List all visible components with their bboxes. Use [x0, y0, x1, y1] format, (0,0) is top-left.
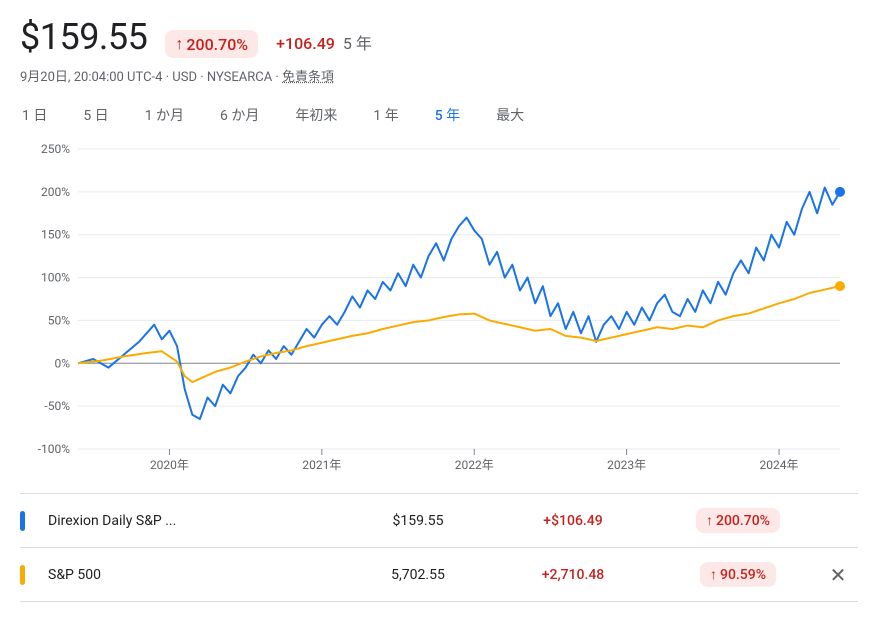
- tab-1 か月[interactable]: 1 か月: [143, 101, 186, 129]
- svg-text:2023年: 2023年: [607, 458, 646, 472]
- svg-text:2022年: 2022年: [455, 458, 494, 472]
- svg-text:2024年: 2024年: [760, 458, 799, 472]
- series-pct-badge: ↑90.59%: [700, 562, 776, 587]
- series-name[interactable]: S&P 500: [48, 567, 348, 583]
- current-price: $159.55: [20, 16, 147, 58]
- absolute-change: +106.49: [276, 34, 335, 53]
- series-change: +2,710.48: [488, 567, 658, 583]
- legend-row: S&P 5005,702.55+2,710.48 ↑90.59% ✕: [20, 548, 858, 602]
- legend-table: Direxion Daily S&P ...$159.55+$106.49 ↑20…: [20, 493, 858, 602]
- abs-change-group: +106.49 5 年: [276, 30, 372, 54]
- period-label: 5 年: [343, 34, 372, 53]
- header-row: $159.55 ↑200.70% +106.49 5 年: [20, 16, 858, 58]
- tab-6 か月[interactable]: 6 か月: [218, 101, 261, 129]
- currency: USD: [172, 70, 197, 85]
- svg-text:2021年: 2021年: [302, 458, 341, 472]
- arrow-up-icon: ↑: [710, 566, 717, 583]
- tab-5 日[interactable]: 5 日: [81, 101, 110, 129]
- series-value: 5,702.55: [348, 567, 488, 583]
- svg-text:-100%: -100%: [38, 442, 71, 456]
- svg-text:2020年: 2020年: [150, 458, 189, 472]
- svg-text:-50%: -50%: [44, 399, 70, 413]
- arrow-up-icon: ↑: [175, 34, 183, 54]
- tab-5 年[interactable]: 5 年: [433, 101, 462, 129]
- percent-change-badge: ↑200.70%: [165, 30, 258, 58]
- svg-text:50%: 50%: [48, 313, 70, 327]
- timestamp: 9月20日, 20:04:00 UTC-4: [20, 70, 162, 85]
- legend-row: Direxion Daily S&P ...$159.55+$106.49 ↑20…: [20, 494, 858, 548]
- svg-text:0%: 0%: [54, 356, 70, 370]
- series-name[interactable]: Direxion Daily S&P ...: [48, 513, 348, 529]
- remove-series-button[interactable]: ✕: [818, 563, 858, 587]
- svg-text:200%: 200%: [41, 185, 70, 199]
- series-pct-badge: ↑200.70%: [696, 508, 780, 533]
- series-color-bar: [20, 511, 25, 531]
- line-chart: -100% -50% 0% 50% 100% 150% 200% 250% 2020年 2021年…: [20, 139, 858, 479]
- svg-text:250%: 250%: [41, 142, 70, 156]
- tab-1 日[interactable]: 1 日: [20, 101, 49, 129]
- tab-年初来[interactable]: 年初来: [293, 101, 339, 129]
- series-color-bar: [20, 565, 25, 585]
- exchange: NYSEARCA: [207, 70, 272, 85]
- time-range-tabs: 1 日 5 日 1 か月 6 か月 年初来 1 年 5 年 最大: [20, 101, 858, 129]
- series-change: +$106.49: [488, 513, 658, 529]
- tab-1 年[interactable]: 1 年: [371, 101, 400, 129]
- series-value: $159.55: [348, 513, 488, 529]
- arrow-up-icon: ↑: [706, 512, 713, 529]
- svg-text:100%: 100%: [41, 271, 70, 285]
- disclaimer-link[interactable]: 免責条項: [282, 70, 334, 85]
- svg-text:150%: 150%: [41, 228, 70, 242]
- subline: 9月20日, 20:04:00 UTC-4 · USD · NYSEARCA ·…: [20, 66, 858, 85]
- chart-area[interactable]: -100% -50% 0% 50% 100% 150% 200% 250% 2020年 2021年…: [20, 139, 858, 479]
- tab-最大[interactable]: 最大: [494, 101, 526, 129]
